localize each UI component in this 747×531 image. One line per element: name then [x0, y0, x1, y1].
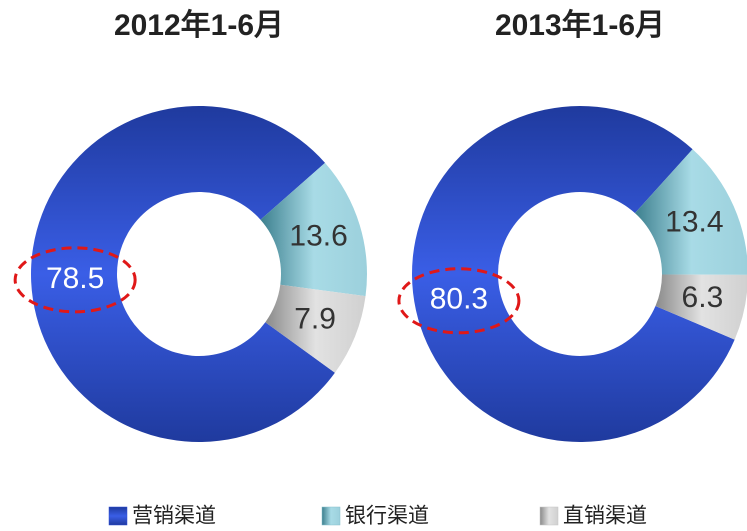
legend-swatch [539, 506, 559, 526]
legend-label: 营销渠道 [132, 505, 216, 528]
value-label: 78.5 [46, 262, 104, 295]
value-label: 80.3 [430, 283, 488, 316]
donut-slice [31, 106, 335, 443]
value-label: 13.6 [289, 220, 347, 253]
value-label: 13.4 [665, 205, 723, 238]
chart-title: 2012年1-6月 [114, 9, 284, 42]
highlight-circle [13, 246, 137, 314]
donut-slice [412, 106, 735, 443]
donut-slice [260, 162, 367, 297]
chart-title: 2013年1-6月 [495, 9, 665, 42]
highlight-circle [397, 267, 521, 335]
legend-label: 直销渠道 [563, 505, 647, 528]
donut-slice [634, 149, 747, 275]
donut-slice [655, 274, 747, 340]
legend-swatch [321, 506, 341, 526]
legend-swatch [108, 506, 128, 526]
value-label: 7.9 [294, 302, 336, 335]
value-label: 6.3 [682, 281, 724, 314]
donut-slice [265, 284, 366, 373]
legend-label: 银行渠道 [345, 505, 429, 528]
